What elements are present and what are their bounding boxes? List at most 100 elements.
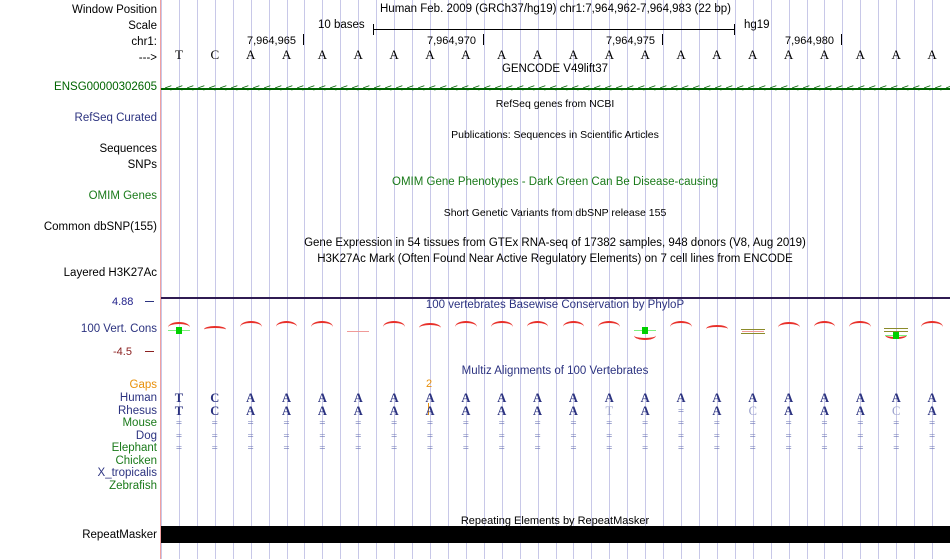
strand-arrow-icon: <: [725, 83, 734, 94]
alignment-base: =: [893, 429, 900, 442]
alignment-base: A: [568, 391, 578, 405]
track-label-refseq[interactable]: RefSeq Curated: [74, 112, 157, 124]
species-label-zebrafish[interactable]: Zebrafish: [109, 479, 157, 492]
track-label-h3k27ac[interactable]: Layered H3K27Ac: [63, 267, 157, 279]
strand-arrow-icon: <: [296, 83, 305, 94]
track-label-repeatmasker[interactable]: RepeatMasker: [82, 529, 157, 541]
alignment-base: =: [426, 442, 434, 454]
conservation-min-value: -4.5: [113, 346, 132, 358]
alignment-base: T: [174, 391, 184, 405]
strand-arrow-icon: <: [483, 83, 492, 94]
alignment-base: =: [462, 442, 469, 454]
conservation-bar: [203, 326, 226, 333]
conservation-bar: [490, 321, 513, 333]
ruler-base: A: [497, 47, 507, 62]
alignment-base: A: [927, 403, 937, 418]
conservation-max-tick: [145, 301, 154, 302]
strand-arrow-icon: <: [802, 83, 811, 94]
strand-label: --->: [138, 52, 157, 64]
alignment-base: A: [855, 403, 865, 418]
alignment-base: =: [677, 442, 685, 454]
strand-arrow-icon: <: [560, 83, 569, 94]
species-label-x_tropicalis[interactable]: X_tropicalis: [97, 467, 157, 479]
alignment-base: =: [928, 429, 936, 442]
strand-arrow-icon: <: [901, 83, 910, 94]
alignment-base: =: [713, 429, 720, 442]
alignment-base: =: [749, 442, 756, 454]
chrom-label: chr1:: [131, 36, 157, 48]
alignment-base: =: [821, 429, 828, 442]
alignment-base: A: [353, 391, 363, 405]
ruler-tick: [483, 34, 484, 45]
alignment-base: =: [857, 429, 864, 442]
track-label-conservation[interactable]: 100 Vert. Cons: [80, 323, 157, 335]
alignment-base: =: [857, 417, 864, 429]
alignment-base: =: [247, 429, 254, 442]
alignment-base: =: [175, 417, 183, 429]
alignment-base: =: [355, 417, 362, 429]
strand-arrow-icon: <: [593, 83, 602, 94]
strand-arrow-icon: <: [703, 83, 712, 94]
alignment-base: =: [677, 429, 685, 442]
conservation-bar: [275, 321, 298, 333]
alignment-base: =: [319, 429, 326, 442]
strand-arrow-icon: <: [604, 83, 613, 94]
strand-arrow-icon: <: [241, 83, 250, 94]
species-label-elephant[interactable]: Elephant: [111, 442, 157, 454]
track-label-sequences[interactable]: Sequences: [99, 143, 157, 155]
track-title-multiz: Multiz Alignments of 100 Vertebrates: [461, 365, 649, 377]
track-label-dbsnp[interactable]: Common dbSNP(155): [43, 221, 157, 233]
alignment-base: A: [712, 391, 722, 405]
strand-arrow-icon: <: [670, 83, 679, 94]
alignment-base: =: [319, 442, 326, 454]
strand-arrow-icon: <: [516, 83, 525, 94]
strand-arrow-icon: <: [461, 83, 470, 94]
ruler-base: A: [461, 47, 471, 62]
ruler-base: C: [210, 47, 220, 62]
ruler-tick: [841, 34, 842, 45]
gene-strand-line: [161, 88, 950, 90]
strand-arrow-icon: <: [934, 83, 943, 94]
species-label-chicken[interactable]: Chicken: [115, 454, 157, 467]
alignment-base: =: [283, 429, 290, 442]
track-label-omim[interactable]: OMIM Genes: [88, 190, 157, 202]
alignment-base: =: [211, 417, 218, 429]
species-label-human[interactable]: Human: [119, 392, 157, 404]
strand-arrow-icon: <: [252, 83, 261, 94]
alignment-base: =: [713, 442, 720, 454]
scale-bar: [373, 24, 735, 35]
alignment-base: T: [605, 403, 614, 418]
track-label-gencode[interactable]: ENSG00000302605: [54, 81, 157, 93]
multiz-gaps-label: Gaps: [129, 379, 158, 391]
alignment-base: A: [927, 391, 937, 405]
alignment-base: =: [821, 417, 828, 429]
alignment-base: =: [391, 442, 398, 454]
strand-arrow-icon: <: [648, 83, 657, 94]
conservation-plot[interactable]: [161, 298, 950, 358]
gencode-gene-line[interactable]: < < < < < < < < < < < < < < < < < < < < < < < < < < < < < < < < < < < < < < < <…: [161, 82, 950, 96]
strand-arrow-icon: <: [571, 83, 580, 94]
strand-arrow-icon: <: [549, 83, 558, 94]
track-label-snps[interactable]: SNPs: [127, 159, 157, 171]
alignment-base: =: [355, 429, 362, 442]
strand-arrow-icon: <: [659, 83, 668, 94]
alignment-base: A: [353, 403, 363, 418]
alignment-base: =: [642, 429, 649, 442]
alignment-base: C: [892, 403, 901, 418]
strand-arrow-icon: <: [912, 83, 921, 94]
alignment-base: =: [785, 442, 792, 454]
conservation-insert-box: [642, 327, 649, 334]
repeatmasker-bar[interactable]: [161, 526, 950, 543]
alignment-base: A: [425, 403, 435, 418]
ruler-base: A: [891, 47, 901, 62]
species-label-dog[interactable]: Dog: [135, 429, 157, 442]
alignment-base: =: [785, 417, 792, 429]
strand-arrow-icon: <: [879, 83, 888, 94]
alignment-base: A: [784, 391, 794, 405]
species-label-mouse[interactable]: Mouse: [122, 417, 157, 429]
alignment-base: A: [784, 403, 794, 418]
conservation-bar: [849, 321, 872, 333]
species-label-rhesus[interactable]: Rhesus: [118, 404, 157, 417]
alignment-base: A: [497, 391, 507, 405]
conservation-gap-line: [740, 329, 765, 330]
